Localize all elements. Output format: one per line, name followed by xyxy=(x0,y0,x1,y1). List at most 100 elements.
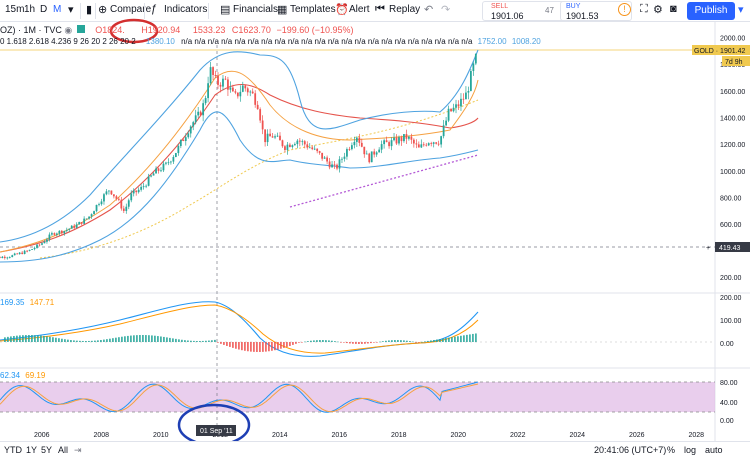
macd-hist-bar xyxy=(313,340,315,342)
macd-hist-bar xyxy=(202,340,204,342)
chevron-down-icon[interactable]: ▾ xyxy=(738,4,744,16)
time-tick-label: 2014 xyxy=(272,432,288,439)
macd-hist-bar xyxy=(235,342,237,349)
macd-hist-bar xyxy=(247,342,249,352)
macd-hist-bar xyxy=(466,334,468,342)
indicator-legend: 0 1.618 2.618 4.236 9 26 20 2 26 20 2 13… xyxy=(0,37,541,46)
auto-toggle[interactable]: auto xyxy=(705,445,723,455)
red-circle-annotation[interactable] xyxy=(109,18,159,44)
candle-body xyxy=(165,162,167,164)
time-axis[interactable]: 2006200820102012201420162018202020222024… xyxy=(34,432,704,439)
range-5y-button[interactable]: 5Y xyxy=(41,445,53,455)
macd-hist-bar xyxy=(406,340,408,342)
compare-button[interactable]: Compare xyxy=(110,4,152,15)
interval-day-button[interactable]: D xyxy=(40,4,48,15)
macd-hist-bar xyxy=(469,334,471,342)
candle-body xyxy=(184,137,187,141)
candle-body xyxy=(70,225,73,229)
macd-hist-bar xyxy=(409,341,411,342)
macd-hist-bar xyxy=(457,336,459,342)
candle-body xyxy=(174,153,177,157)
compare-plus-icon[interactable]: ⊕ xyxy=(98,4,108,16)
date-range-icon[interactable]: ⇥ xyxy=(74,445,82,455)
range-ytd-button[interactable]: YTD xyxy=(4,445,22,455)
interval-15m-button[interactable]: 15m xyxy=(5,4,25,15)
fullscreen-icon[interactable]: ⛶ xyxy=(640,3,648,15)
macd-hist-bar xyxy=(220,342,222,344)
indicators-button[interactable]: Indicators xyxy=(164,4,208,15)
candle-body xyxy=(170,161,172,163)
price-tick-label: 2000.00 xyxy=(720,36,745,43)
crosshair-plus-icon[interactable]: + xyxy=(706,245,710,252)
indicators-icon[interactable]: ƒ xyxy=(151,3,158,15)
macd-hist-bar xyxy=(379,341,381,343)
stoch-d-line xyxy=(0,383,479,413)
alert-clock-icon[interactable]: ⏰ xyxy=(335,4,349,16)
macd-hist-bar xyxy=(244,342,246,351)
macd-hist-bar xyxy=(442,338,444,342)
undo-icon[interactable]: ↶ xyxy=(424,4,434,16)
log-toggle[interactable]: log xyxy=(684,445,697,455)
warning-icon[interactable]: ! xyxy=(618,3,631,16)
candle-body xyxy=(160,170,162,172)
candle-body xyxy=(408,136,410,139)
interval-1h-button[interactable]: 1h xyxy=(24,4,36,15)
trend-line[interactable] xyxy=(289,154,479,208)
macd-hist-bar xyxy=(283,342,285,348)
templates-icon[interactable]: ▦ xyxy=(277,4,288,16)
buy-button[interactable]: BUY 1901.53 xyxy=(560,1,632,21)
chevron-down-icon[interactable]: ▾ xyxy=(68,4,74,16)
price-chart[interactable]: 2000.001800.001600.001400.001200.001000.… xyxy=(0,0,750,441)
candle-body xyxy=(259,109,262,121)
financials-icon[interactable]: ▤ xyxy=(220,4,231,16)
candle-body xyxy=(266,133,269,143)
replay-icon[interactable]: ⏮ xyxy=(375,3,385,15)
replay-button[interactable]: Replay xyxy=(389,4,421,15)
macd-hist-bar xyxy=(316,340,318,342)
range-all-button[interactable]: All xyxy=(58,445,69,455)
macd-hist-bar xyxy=(430,340,432,342)
candle-body xyxy=(410,136,413,140)
macd-hist-bar xyxy=(250,342,252,352)
interval-month-button[interactable]: M xyxy=(53,4,62,15)
macd-hist-bar xyxy=(112,338,114,342)
candle-body xyxy=(108,190,110,192)
macd-hist-bar xyxy=(229,342,231,347)
clock-time[interactable]: 20:41:06 (UTC+7) xyxy=(594,445,667,455)
alert-button[interactable]: Alert xyxy=(349,4,370,15)
eye-icon[interactable]: ◉ xyxy=(64,25,75,35)
blue-circle-annotation[interactable] xyxy=(177,403,251,441)
candle-body xyxy=(346,149,348,157)
symbol-title[interactable]: OZ) · 1M · TVC xyxy=(0,25,62,35)
candle-body xyxy=(83,218,86,224)
candle-body xyxy=(224,78,227,80)
macd-hist-bar xyxy=(463,335,465,342)
price-axis[interactable]: 2000.001800.001600.001400.001200.001000.… xyxy=(720,36,745,426)
time-tick-label: 2024 xyxy=(570,432,586,439)
candles-style-icon[interactable]: ▮ xyxy=(86,4,93,16)
macd-hist-bar xyxy=(370,342,372,344)
candle-body xyxy=(301,141,304,143)
candle-body xyxy=(403,134,405,142)
candle-body xyxy=(16,253,19,255)
candle-body xyxy=(467,90,470,93)
candle-body xyxy=(33,247,36,250)
settings-gear-icon[interactable]: ⚙ xyxy=(653,4,663,16)
macd-hist-bar xyxy=(232,342,234,348)
macd-hist-bar xyxy=(4,337,6,342)
financials-button[interactable]: Financials xyxy=(233,4,279,15)
macd-hist-bar xyxy=(148,335,150,342)
publish-button[interactable]: Publish xyxy=(687,2,735,20)
range-1y-button[interactable]: 1Y xyxy=(26,445,38,455)
candle-body xyxy=(212,67,214,75)
candle-body xyxy=(457,104,460,107)
candle-body xyxy=(231,87,234,92)
candle-body xyxy=(13,253,16,256)
camera-icon[interactable]: ◙ xyxy=(670,3,677,15)
templates-button[interactable]: Templates xyxy=(290,4,336,15)
candlestick-series[interactable] xyxy=(0,53,477,260)
candle-body xyxy=(145,185,148,187)
percent-toggle[interactable]: % xyxy=(667,445,676,455)
bottom-toolbar: YTD 1Y 5Y All ⇥ 20:41:06 (UTC+7) % log a… xyxy=(0,441,750,458)
redo-icon[interactable]: ↷ xyxy=(441,4,451,16)
